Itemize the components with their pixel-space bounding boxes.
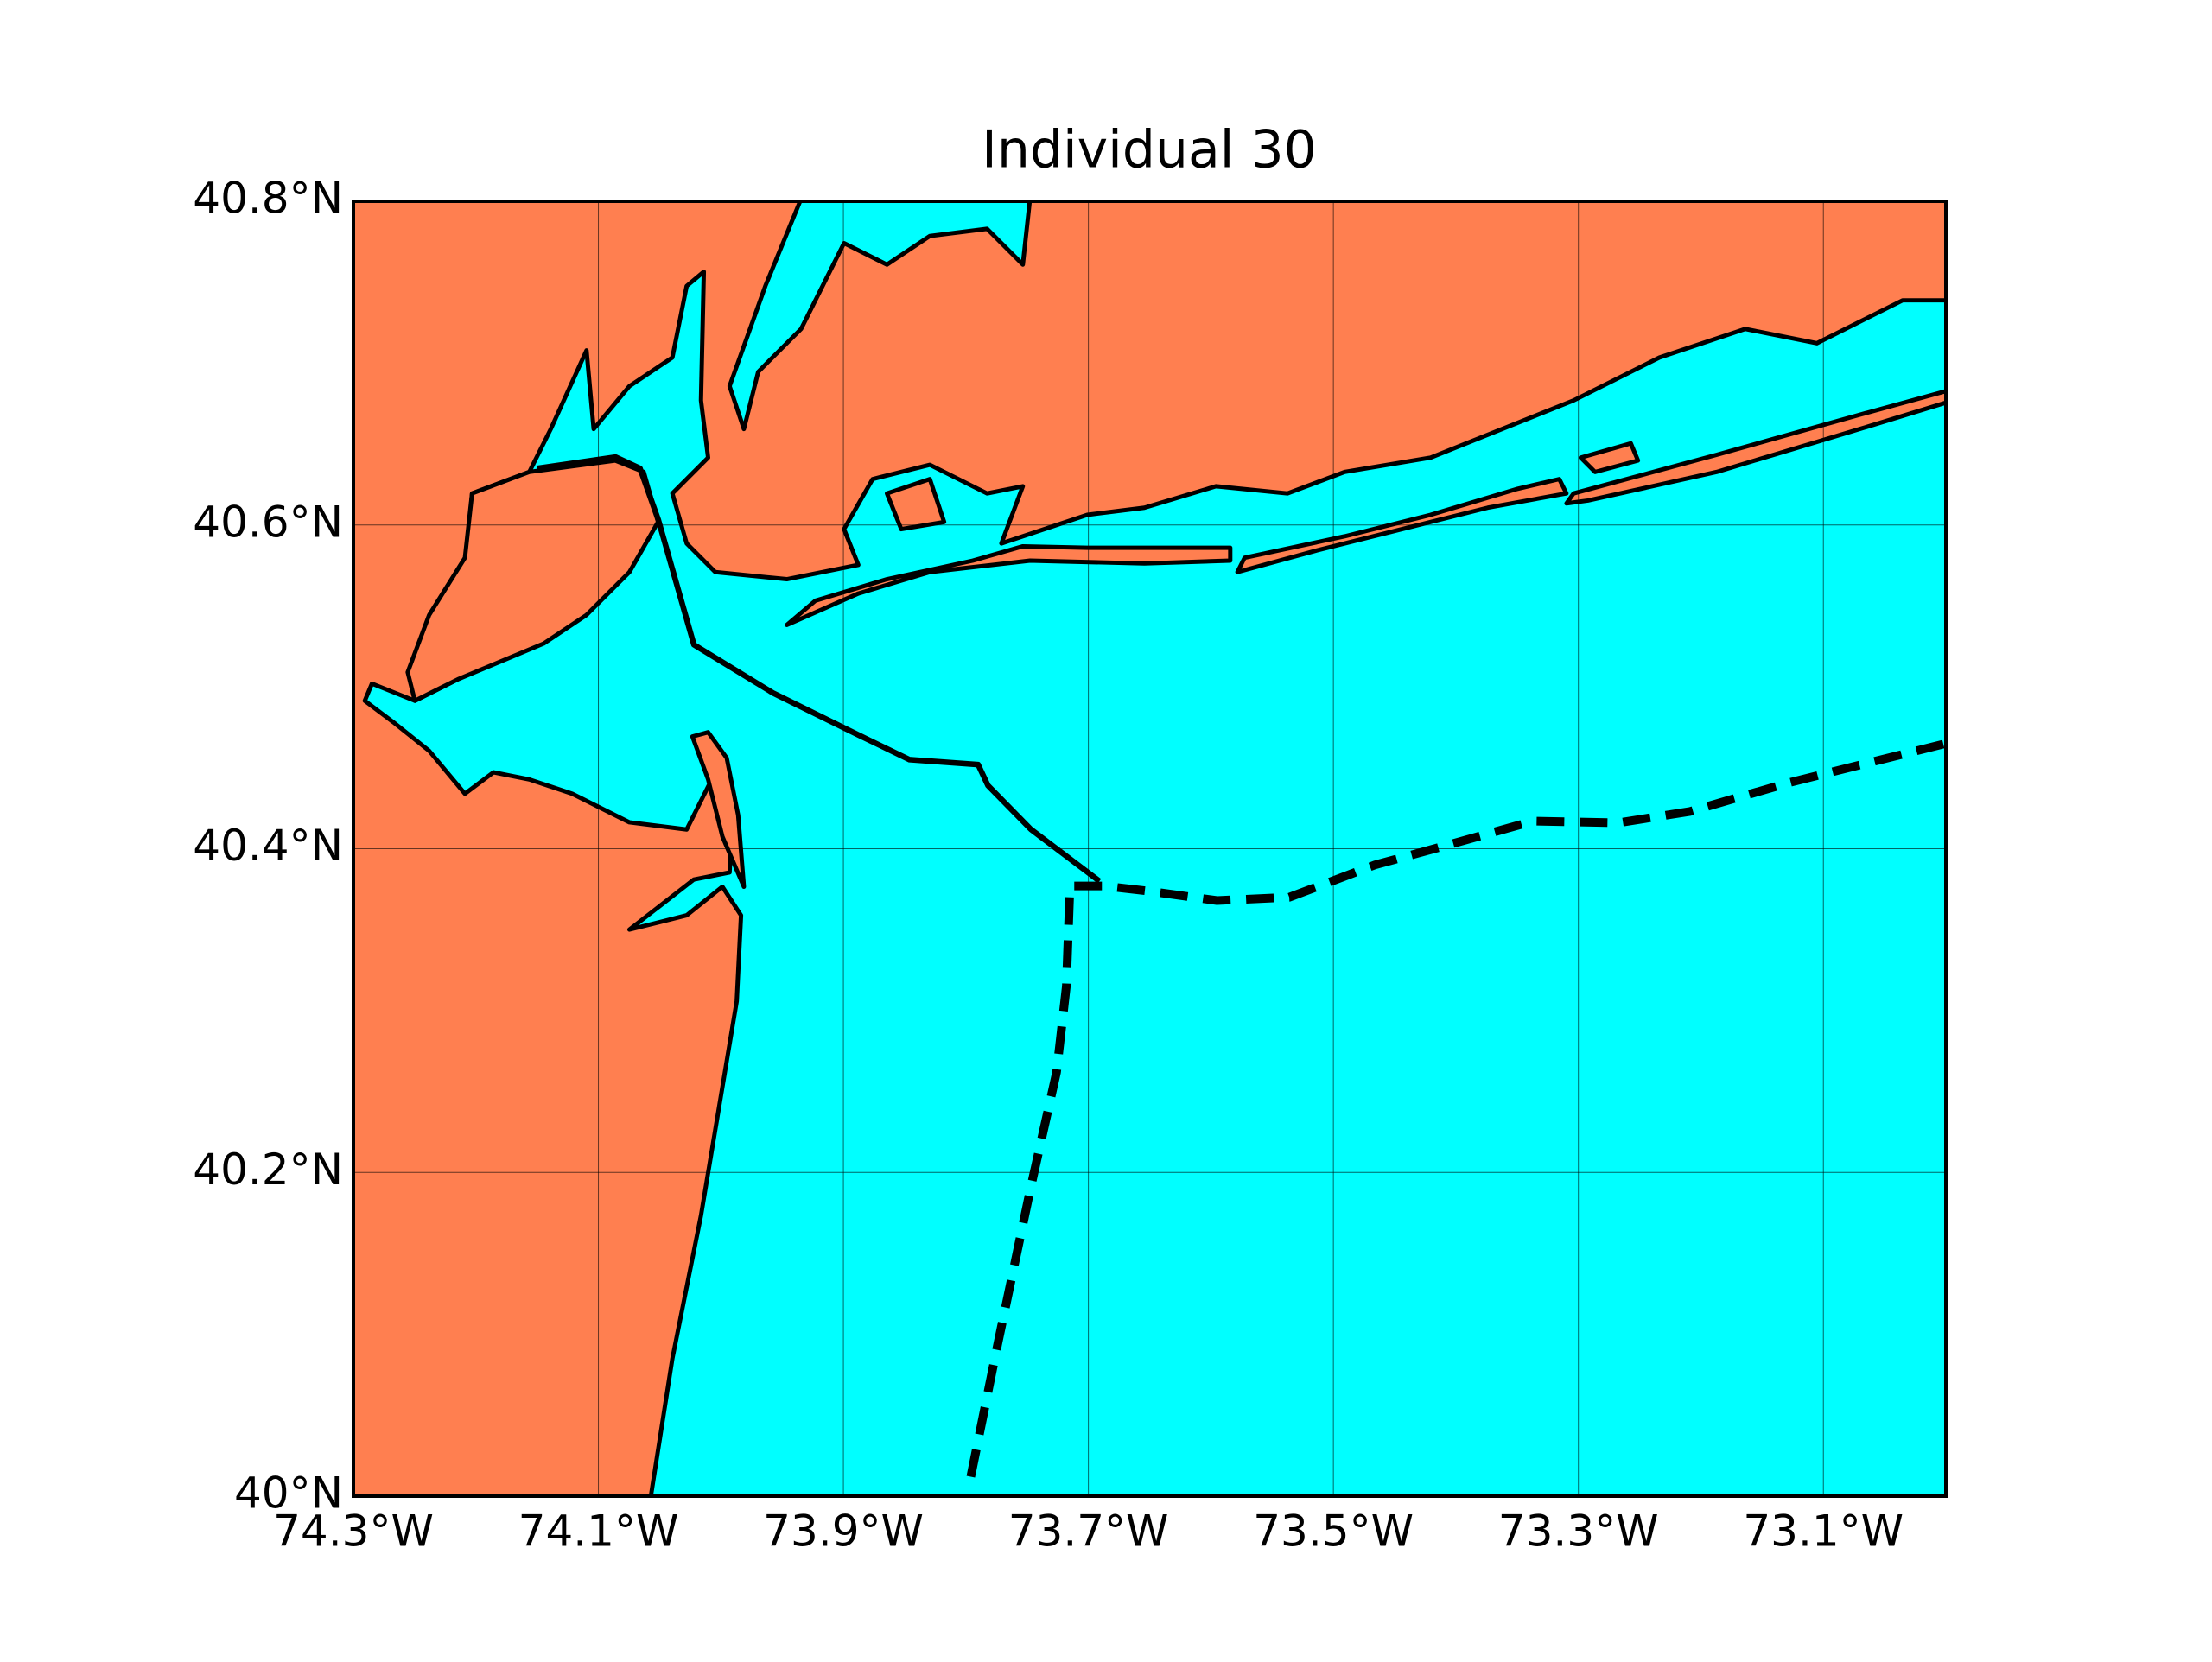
staten-island xyxy=(405,458,661,703)
y-tick-label: 40.2°N xyxy=(193,1145,343,1195)
track xyxy=(966,739,1948,1478)
water xyxy=(727,201,1033,432)
rockaway xyxy=(785,543,1233,627)
fire-island xyxy=(1564,389,1946,506)
marsh-island xyxy=(1578,441,1641,474)
y-tick-label: 40.6°N xyxy=(193,497,343,547)
x-tick-label: 74.3°W xyxy=(273,1507,434,1557)
y-tick-label: 40.4°N xyxy=(193,821,343,871)
y-tick-label: 40.8°N xyxy=(193,174,343,224)
marsh-island xyxy=(884,477,947,532)
x-tick-label: 73.1°W xyxy=(1743,1507,1904,1557)
y-tick-label: 40°N xyxy=(234,1469,343,1519)
tracks xyxy=(537,454,1948,1478)
x-tick-label: 73.9°W xyxy=(763,1507,924,1557)
chart-title: Individual 30 xyxy=(982,120,1317,181)
x-tick-label: 74.1°W xyxy=(518,1507,679,1557)
x-tick-label: 73.7°W xyxy=(1008,1507,1169,1557)
plot-frame xyxy=(352,200,1948,1498)
sandy-hook xyxy=(690,730,747,889)
x-tick-label: 73.3°W xyxy=(1498,1507,1659,1557)
track xyxy=(537,454,1102,884)
long-beach xyxy=(1235,477,1569,574)
x-tick-label: 73.5°W xyxy=(1253,1507,1414,1557)
